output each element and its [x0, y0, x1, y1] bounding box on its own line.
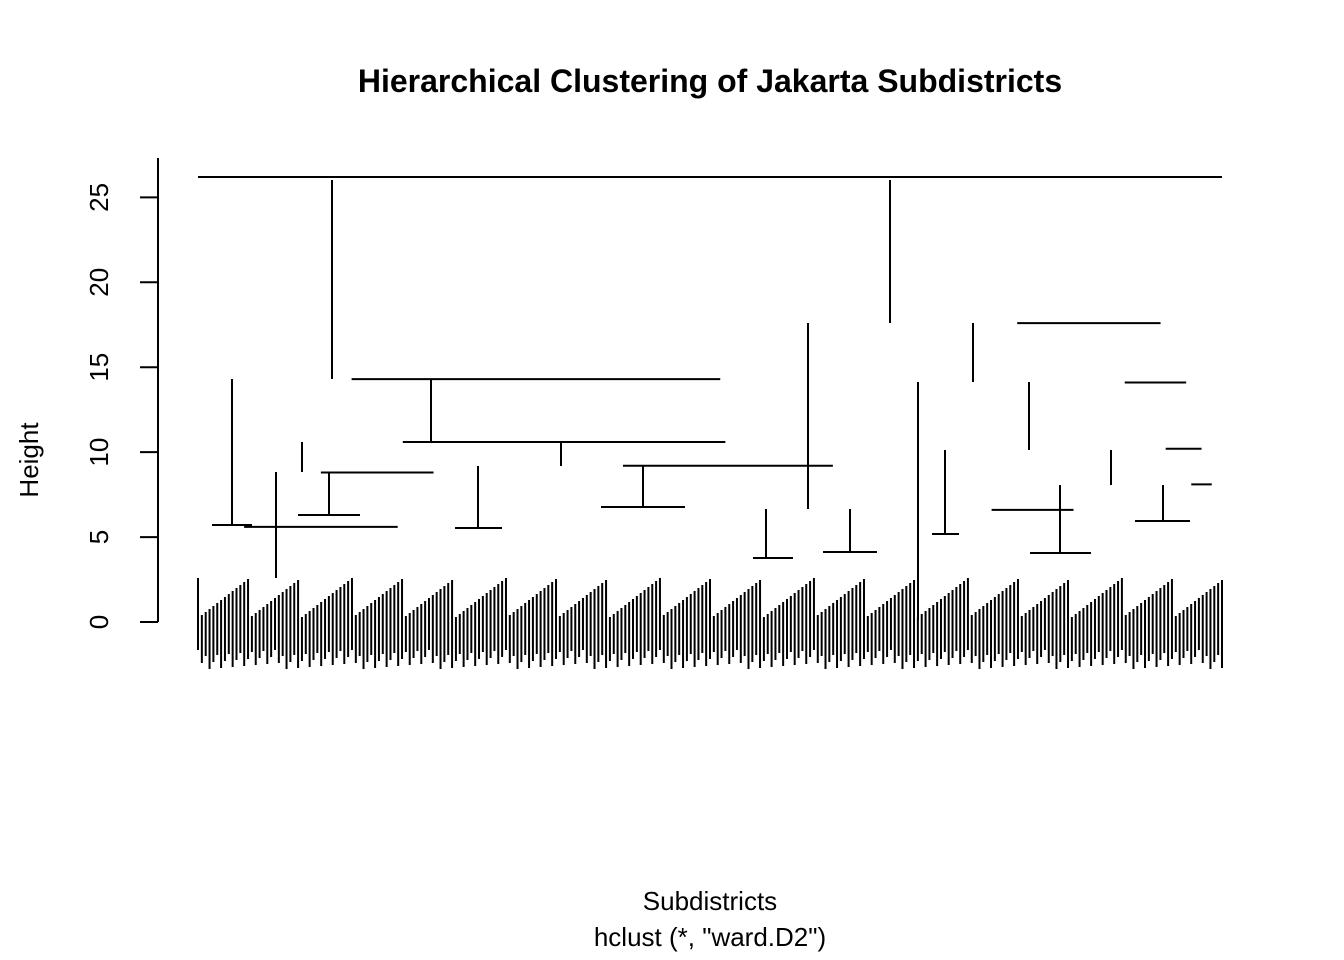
- y-ticks: 0 5 10 15 20 25: [84, 183, 158, 629]
- y-tick-label: 5: [84, 530, 114, 544]
- y-tick-label: 15: [84, 353, 114, 382]
- y-axis-label: Height: [14, 422, 44, 498]
- dendrogram-tree: [197, 176, 1223, 669]
- x-axis-label: Subdistricts: [643, 886, 777, 916]
- method-subtitle: hclust (*, "ward.D2"): [594, 922, 826, 952]
- y-tick-label: 20: [84, 268, 114, 297]
- chart-title: Hierarchical Clustering of Jakarta Subdi…: [358, 63, 1062, 99]
- y-tick-label: 10: [84, 438, 114, 467]
- y-tick-label: 25: [84, 183, 114, 212]
- y-tick-label: 0: [84, 615, 114, 629]
